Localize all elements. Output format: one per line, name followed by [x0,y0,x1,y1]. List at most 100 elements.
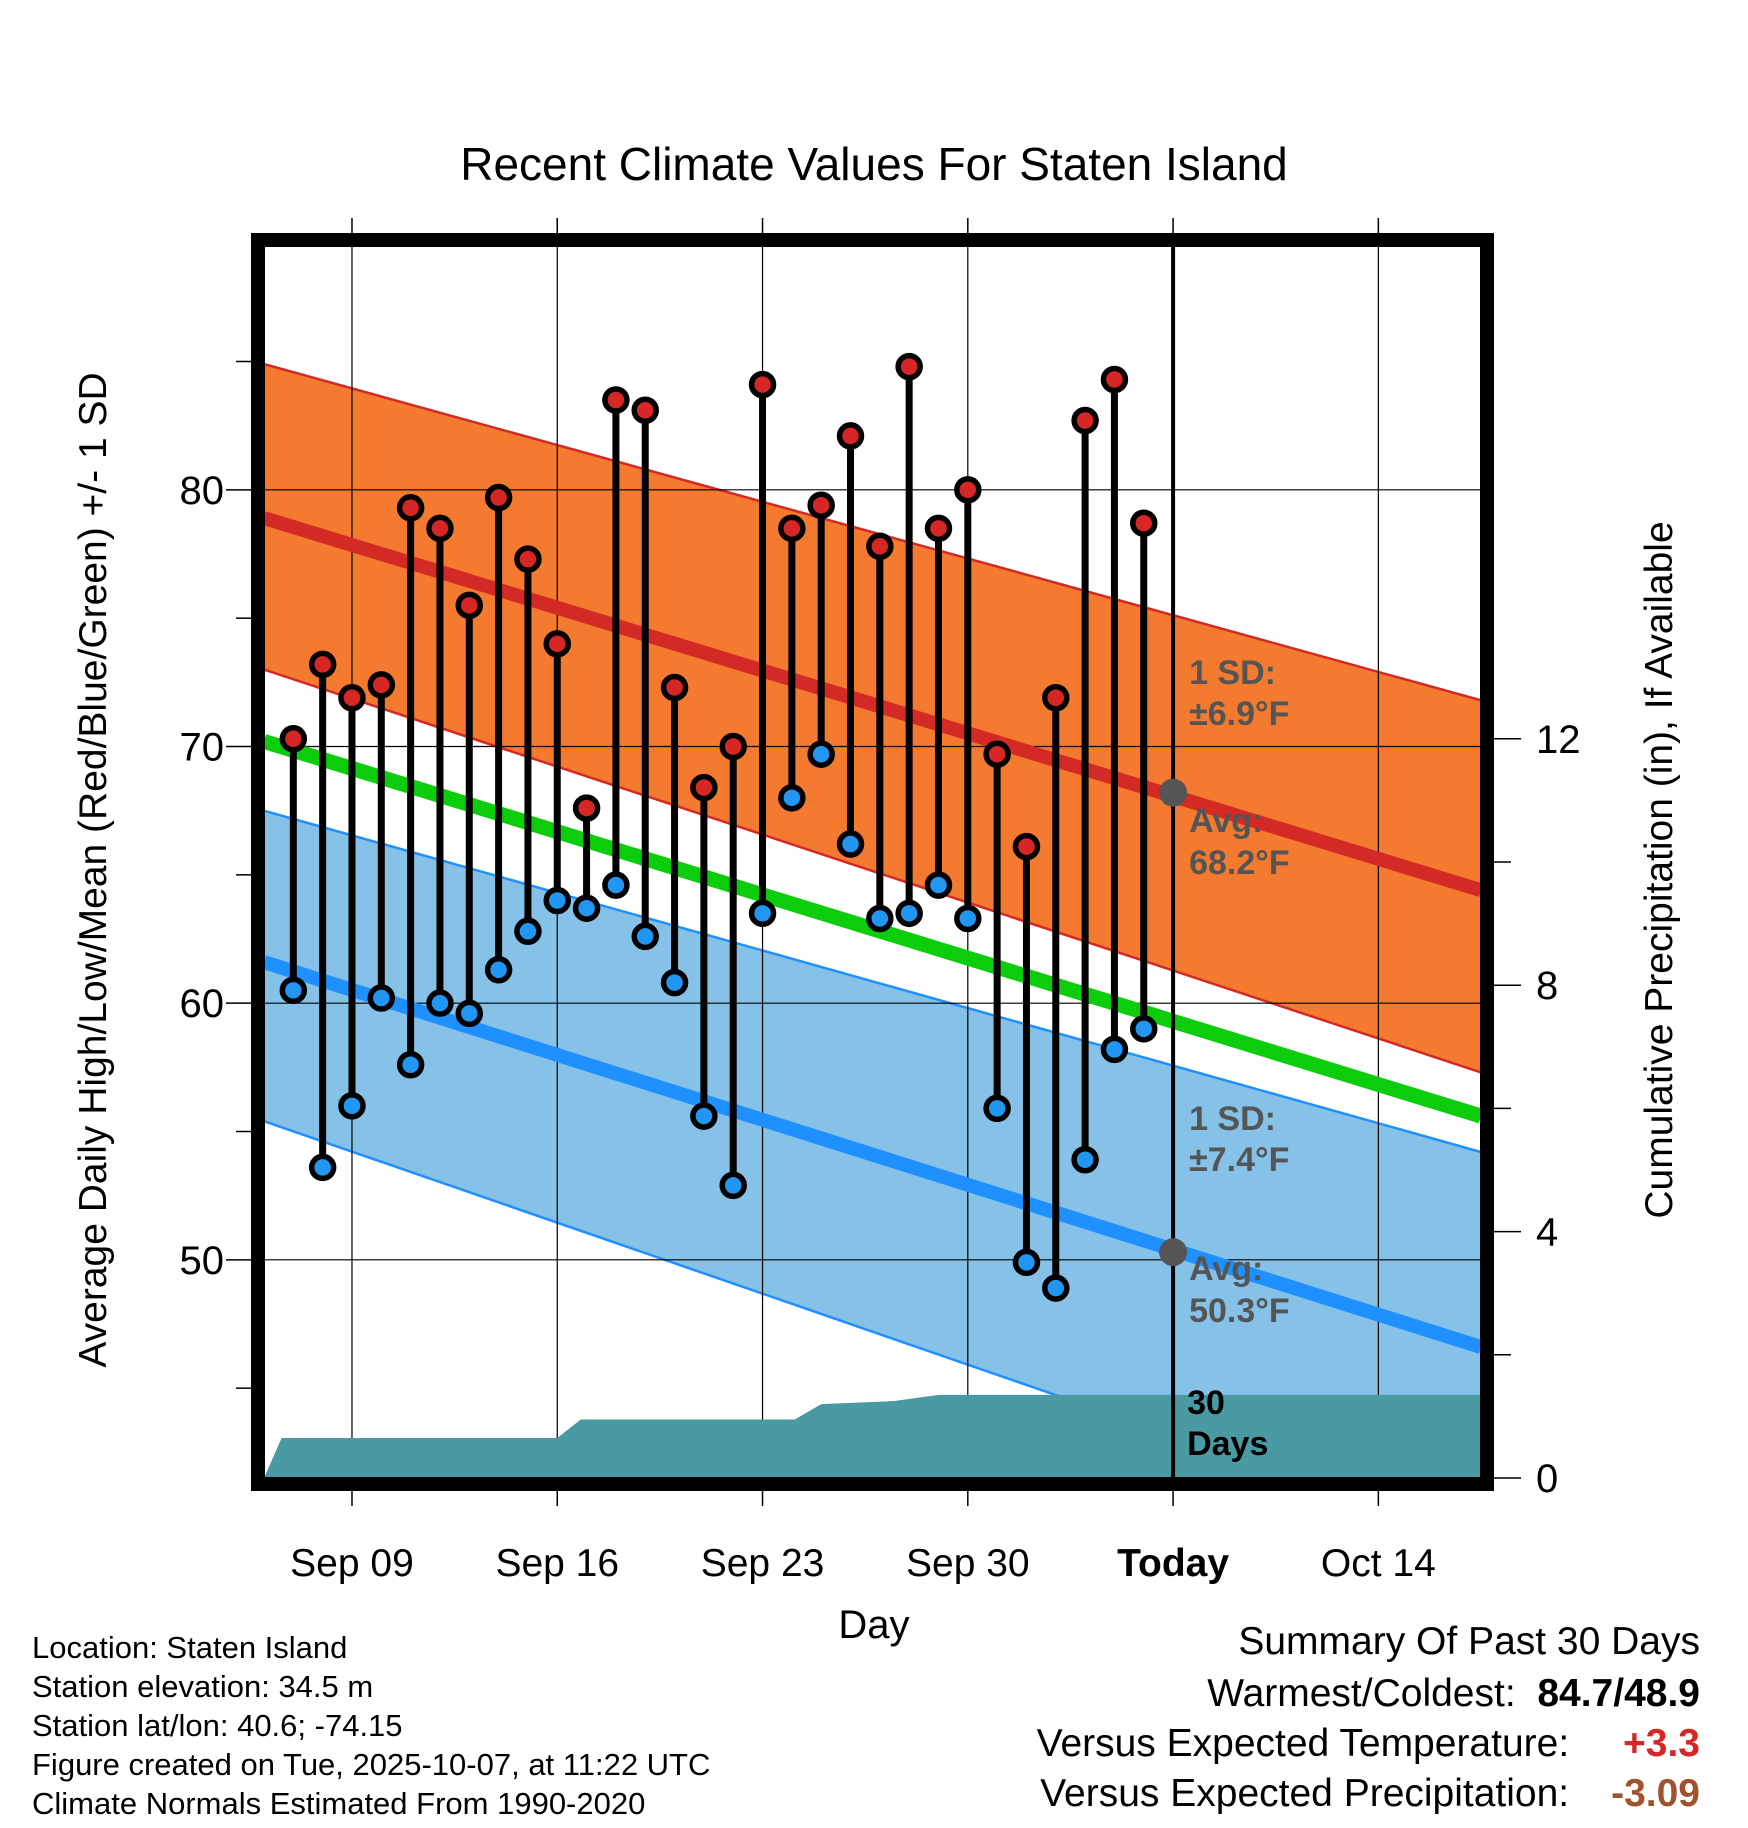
daily-high-marker [807,491,835,519]
daily-high-marker [660,673,689,702]
summary-title: Summary Of Past 30 Days [1238,1620,1700,1663]
x-tick-label: Sep 30 [906,1542,1030,1585]
x-tick-label: Sep 16 [495,1542,619,1585]
daily-high-marker [1100,365,1129,394]
window-days-number: 30 [1187,1384,1225,1422]
daily-high-marker [426,514,454,543]
footer-normals: Climate Normals Estimated From 1990-2020 [32,1786,646,1821]
x-tick-label: Today [1117,1542,1229,1585]
daily-low-marker [924,871,953,899]
summary-warmest-value: 84.7/48.9 [1537,1672,1700,1715]
daily-low-marker [1100,1035,1129,1064]
x-tick-label: Oct 14 [1321,1542,1436,1585]
x-tick-label: Sep 09 [290,1542,414,1585]
daily-low-marker [484,956,513,984]
daily-low-marker [1130,1015,1158,1043]
daily-high-marker [1071,406,1099,435]
daily-high-marker [748,370,777,399]
normal-low-sd-band [264,810,1481,1478]
low-sd-value: ±7.4°F [1189,1141,1289,1179]
daily-high-marker [836,422,865,450]
daily-high-marker [455,591,484,620]
footer-location: Location: Staten Island [32,1630,348,1665]
high-avg-label: Avg: [1189,802,1263,840]
daily-high-marker [983,740,1011,768]
y2-axis-label: Cumulative Precipitation (in), If Availa… [1638,521,1681,1218]
daily-low-marker [690,1102,718,1130]
daily-low-marker [954,904,982,933]
daily-low-marker [660,968,689,997]
daily-high-marker [895,352,923,381]
normal-high-line [264,511,1481,897]
daily-high-marker [924,514,953,543]
summary-warmest-label: Warmest/Coldest: [1207,1672,1516,1715]
daily-low-marker [572,894,601,922]
plot-content [264,246,1481,1478]
plot-frame [251,233,1494,1491]
daily-low-marker [895,899,923,928]
daily-low-marker [426,989,454,1017]
low-avg-label: Avg: [1189,1250,1263,1288]
daily-low-marker [778,784,806,812]
footer-latlon: Station lat/lon: 40.6; -74.15 [32,1708,403,1743]
daily-high-marker [572,794,601,822]
summary-temp-row: Versus Expected Temperature: +3.3 [1037,1722,1700,1766]
y2-tick-label: 8 [1536,964,1558,1008]
daily-high-marker [514,545,542,573]
daily-high-marker [719,732,747,761]
summary-precip-value: -3.09 [1611,1772,1700,1815]
daily-low-marker [602,871,630,899]
footer-elevation: Station elevation: 34.5 m [32,1669,374,1704]
daily-high-marker [1042,683,1070,712]
window-days-label: Days [1187,1425,1268,1463]
summary-temp-label: Versus Expected Temperature: [1036,1722,1570,1765]
daily-high-marker [367,671,396,699]
y-tick-label: 80 [180,469,225,513]
y2-tick-label: 12 [1536,718,1581,762]
y2-tick-label: 0 [1536,1457,1558,1501]
low-sd-label: 1 SD: [1189,1100,1276,1138]
daily-high-marker [543,630,572,658]
daily-low-marker [455,999,484,1028]
high-sd-label: 1 SD: [1189,654,1276,692]
daily-low-marker [866,904,894,933]
daily-low-marker [748,899,777,928]
high-sd-value: ±6.9°F [1189,695,1289,733]
footer-created: Figure created on Tue, 2025-10-07, at 11… [32,1747,711,1782]
daily-high-marker [484,483,513,512]
daily-low-marker [367,984,396,1012]
daily-high-marker [396,494,425,522]
x-axis-label: Day [838,1603,909,1647]
high-avg-value: 68.2°F [1189,844,1290,882]
daily-low-marker [1042,1274,1070,1302]
normal-high-sd-band [264,364,1481,1073]
daily-high-marker [866,532,894,561]
daily-low-marker [308,1153,337,1182]
daily-low-marker [631,922,659,951]
daily-low-marker [514,917,542,946]
daily-high-marker [279,725,308,753]
daily-high-marker [338,683,366,712]
daily-low-marker [719,1171,747,1200]
daily-high-marker [1130,509,1158,537]
y2-tick-label: 4 [1536,1211,1558,1255]
precipitation-area [264,1394,1481,1478]
y-tick-label: 60 [180,982,225,1026]
daily-high-marker [1012,832,1041,861]
daily-low-marker [836,830,865,858]
y-tick-label: 70 [180,726,225,770]
daily-low-marker [543,886,572,915]
y-tick-label: 50 [180,1239,225,1283]
summary-temp-value: +3.3 [1623,1722,1700,1765]
daily-high-marker [690,773,718,802]
daily-high-marker [602,386,630,414]
x-tick-label: Sep 23 [701,1542,825,1585]
daily-low-marker [807,740,835,768]
daily-low-marker [1071,1145,1099,1174]
daily-high-marker [778,514,806,543]
summary-warmest-row: Warmest/Coldest: 84.7/48.9 [1207,1672,1700,1716]
chart-title: Recent Climate Values For Staten Island [460,138,1288,190]
daily-low-marker [338,1092,366,1120]
